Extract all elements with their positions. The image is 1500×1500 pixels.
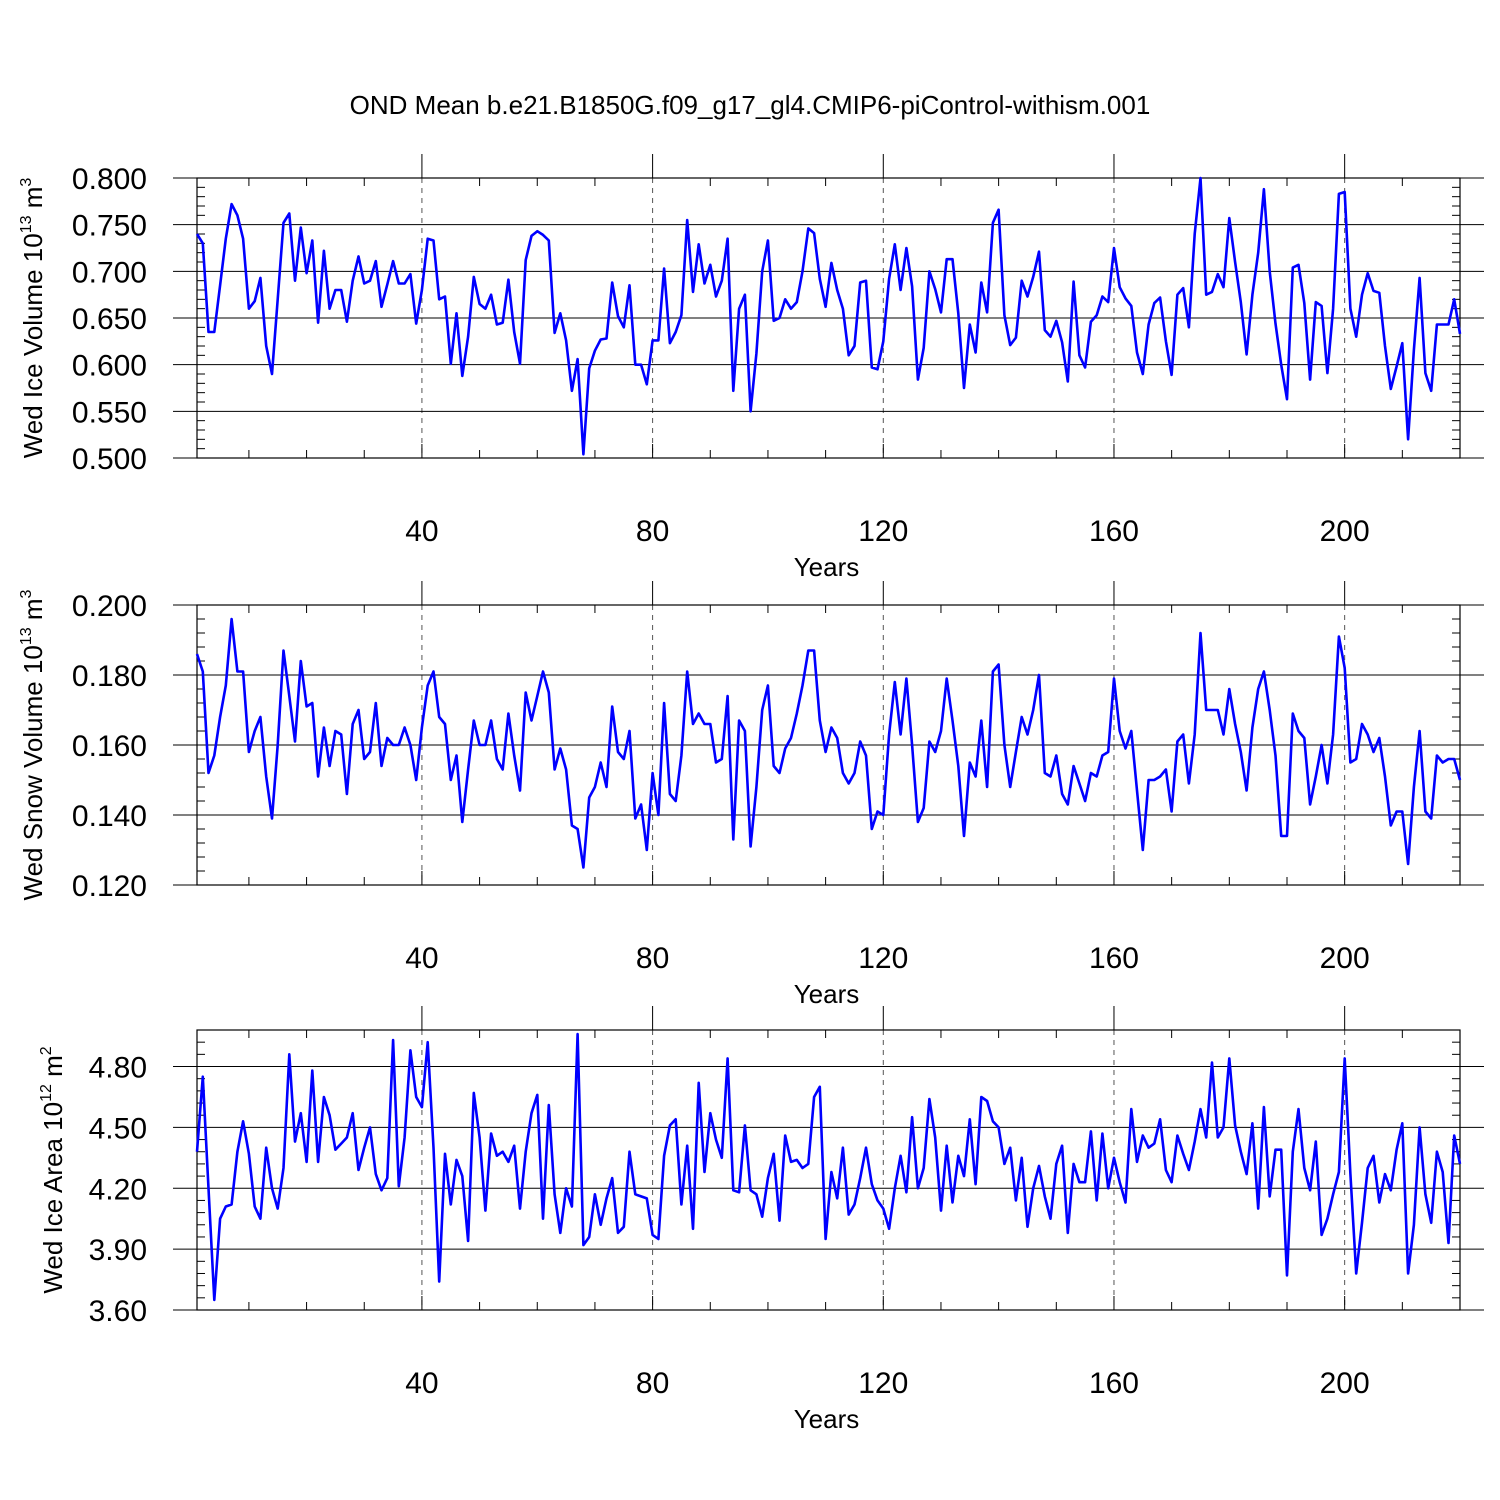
y-tick-label: 4.20 (89, 1173, 147, 1206)
y-tick-label: 0.120 (72, 870, 147, 903)
x-tick-label: 120 (858, 515, 908, 548)
plot-frame (196, 604, 1461, 886)
x-tick-label: 160 (1089, 1367, 1139, 1400)
y-tick-label: 4.80 (89, 1052, 147, 1085)
x-tick-label: 120 (858, 1367, 908, 1400)
y-tick-label: 0.200 (72, 590, 147, 623)
y-tick-label: 0.750 (72, 210, 147, 243)
x-tick-label: 200 (1320, 515, 1370, 548)
x-tick-label: 80 (636, 942, 669, 975)
y-tick-label: 0.550 (72, 396, 147, 429)
y-tick-label: 0.800 (72, 163, 147, 196)
y-tick-label: 3.90 (89, 1234, 147, 1267)
chart-panel-3: 40 80 120 160 200 3.60 3.90 4.20 4.50 4.80 Years We… (38, 1006, 1484, 1434)
plot-frame (196, 1029, 1461, 1311)
x-tick-label: 200 (1320, 942, 1370, 975)
x-tick-label: 80 (636, 515, 669, 548)
x-axis-label: Years (794, 979, 860, 1009)
plot-frame (196, 177, 1461, 459)
chart-panels: 40 80 120 160 200 0.500 0.550 0.600 0.650 0.700 0.… (18, 154, 1484, 1434)
x-tick-label: 160 (1089, 515, 1139, 548)
x-tick-label: 80 (636, 1367, 669, 1400)
series-line (195, 1032, 1462, 1302)
y-tick-label: 4.50 (89, 1112, 147, 1145)
x-tick-label: 200 (1320, 1367, 1370, 1400)
y-tick-label: 0.160 (72, 730, 147, 763)
x-axis-label: Years (794, 552, 860, 582)
x-tick-label: 40 (405, 1367, 438, 1400)
y-tick-label: 0.650 (72, 303, 147, 336)
y-tick-label: 0.700 (72, 256, 147, 289)
y-tick-label: 3.60 (89, 1295, 147, 1328)
series-line (195, 176, 1462, 456)
x-axis-label: Years (794, 1404, 860, 1434)
y-tick-label: 0.180 (72, 660, 147, 693)
y-tick-label: 0.140 (72, 800, 147, 833)
figure-title: OND Mean b.e21.B1850G.f09_g17_gl4.CMIP6-… (350, 90, 1151, 120)
chart-panel-1: 40 80 120 160 200 0.500 0.550 0.600 0.650 0.700 0.… (18, 154, 1484, 582)
y-tick-label: 0.600 (72, 350, 147, 383)
y-tick-label: 0.500 (72, 443, 147, 476)
y-axis-label: Wed Ice Area 1012 m2 (38, 1046, 68, 1293)
y-axis-label: Wed Ice Volume 1013 m3 (18, 178, 48, 459)
y-axis-label: Wed Snow Volume 1013 m3 (18, 589, 48, 900)
chart-panel-2: 40 80 120 160 200 0.120 0.140 0.160 0.180 0.200 Ye… (18, 581, 1484, 1009)
series-line (195, 617, 1462, 869)
x-tick-label: 40 (405, 515, 438, 548)
x-tick-label: 40 (405, 942, 438, 975)
x-tick-label: 120 (858, 942, 908, 975)
x-tick-label: 160 (1089, 942, 1139, 975)
